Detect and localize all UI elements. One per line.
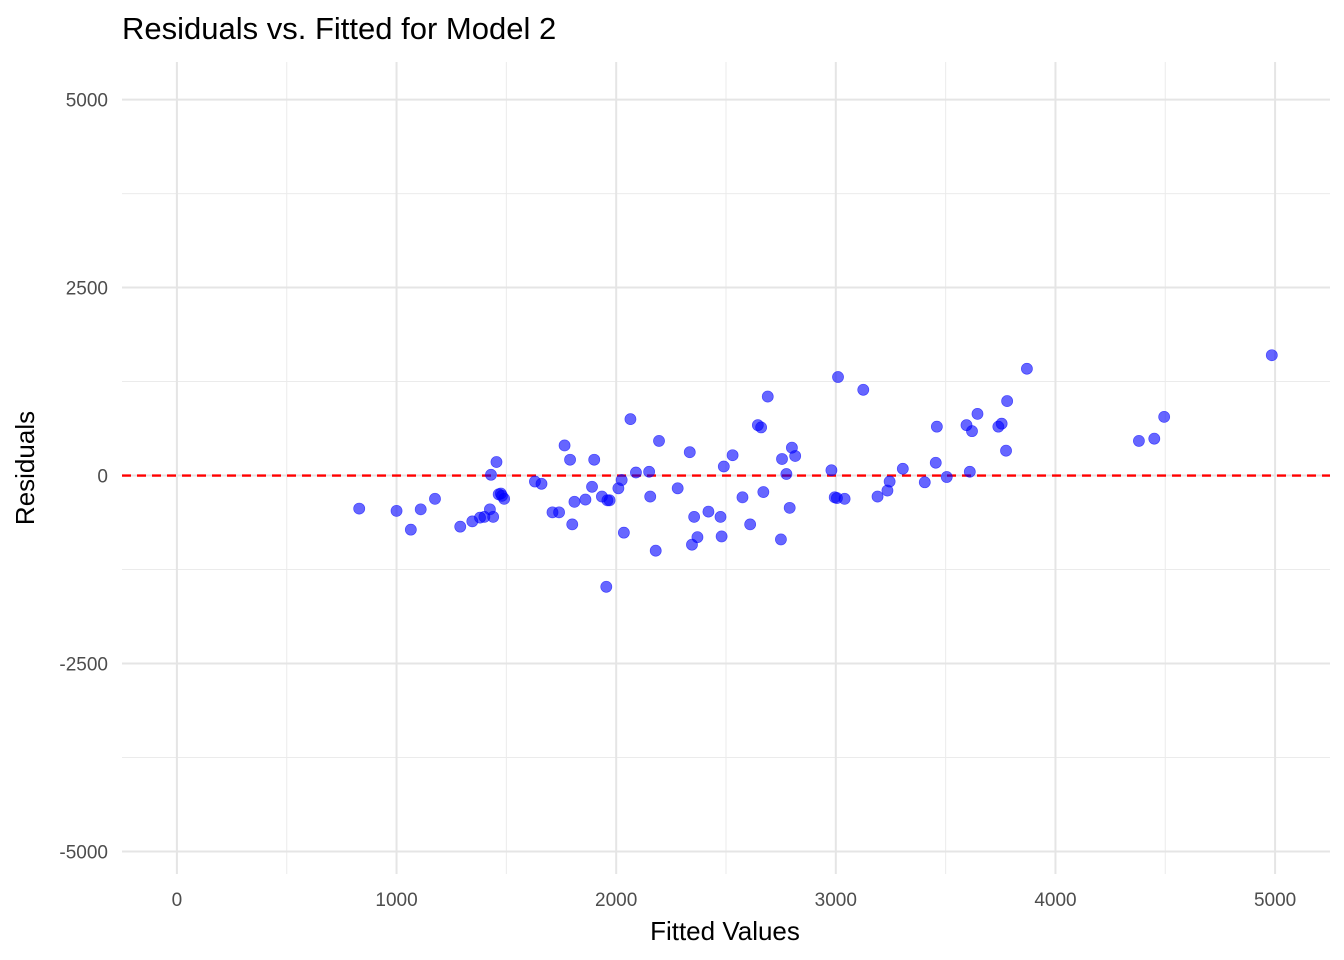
data-point (586, 480, 598, 493)
data-points (353, 349, 1278, 593)
data-point (971, 407, 984, 420)
data-point (832, 371, 844, 383)
data-point (1021, 362, 1033, 375)
data-point (558, 439, 571, 452)
data-point (644, 490, 657, 503)
data-point (783, 501, 796, 514)
y-axis-title: Residuals (10, 411, 40, 525)
data-point (553, 506, 565, 519)
data-point (736, 491, 749, 504)
data-point (624, 413, 637, 426)
data-point (485, 468, 497, 481)
data-point (825, 464, 838, 477)
data-point (404, 523, 417, 536)
y-tick-label: 2500 (66, 279, 108, 300)
data-point (776, 453, 788, 465)
data-point (1148, 432, 1161, 445)
x-axis-tick-labels: 0 1000 2000 3000 4000 5000 (172, 890, 1297, 911)
data-point (714, 510, 727, 523)
data-point (615, 474, 628, 486)
data-point (755, 421, 768, 434)
data-point (688, 510, 701, 523)
data-point (683, 446, 696, 459)
data-point (838, 492, 851, 505)
data-point (1001, 395, 1014, 407)
data-point (671, 482, 684, 495)
data-point (757, 486, 770, 498)
x-tick-label: 5000 (1254, 890, 1296, 911)
data-point (789, 450, 802, 462)
data-point (603, 494, 616, 507)
data-point (1133, 435, 1145, 447)
data-point (896, 462, 909, 475)
data-point (780, 468, 793, 480)
data-point (649, 544, 662, 557)
data-point (564, 453, 576, 466)
y-tick-label: -2500 (59, 654, 108, 675)
x-tick-label: 0 (172, 890, 183, 911)
data-point (535, 477, 548, 490)
data-point (568, 495, 581, 508)
data-point (617, 526, 630, 539)
data-point (566, 518, 579, 531)
y-axis-tick-labels: -5000 -2500 0 2500 5000 (59, 91, 108, 864)
data-point (761, 390, 774, 403)
data-point (353, 502, 366, 515)
data-point (726, 449, 739, 462)
data-point (871, 490, 884, 503)
y-tick-label: 5000 (66, 91, 108, 112)
x-tick-label: 2000 (595, 890, 637, 911)
data-point (487, 510, 500, 523)
data-point (691, 531, 704, 544)
data-point (918, 476, 931, 489)
data-point (1000, 444, 1012, 457)
data-point (929, 456, 942, 469)
data-point (630, 466, 642, 479)
data-point (653, 435, 665, 447)
data-point (490, 456, 503, 468)
data-point (390, 504, 403, 517)
minor-gridlines (122, 62, 1330, 874)
y-tick-label: 0 (97, 467, 108, 488)
data-point (429, 492, 441, 505)
data-point (454, 520, 467, 533)
x-tick-label: 1000 (375, 890, 417, 911)
data-point (579, 493, 592, 506)
chart-title: Residuals vs. Fitted for Model 2 (122, 11, 556, 46)
data-point (715, 530, 728, 543)
x-tick-label: 3000 (815, 890, 857, 911)
data-point (498, 492, 511, 505)
data-point (600, 580, 613, 593)
data-point (1158, 410, 1171, 423)
data-point (883, 475, 896, 488)
data-point (588, 453, 601, 466)
y-tick-label: -5000 (59, 842, 108, 863)
data-point (744, 518, 757, 531)
data-point (963, 465, 976, 478)
data-point (643, 465, 656, 478)
data-point (414, 503, 427, 516)
data-point (857, 383, 870, 396)
x-axis-title: Fitted Values (650, 916, 800, 946)
data-point (995, 417, 1008, 430)
data-point (702, 505, 715, 518)
data-point (717, 460, 730, 473)
data-point (940, 471, 953, 483)
data-point (1265, 349, 1278, 362)
x-tick-label: 4000 (1034, 890, 1076, 911)
data-point (775, 533, 787, 546)
data-point (966, 425, 978, 438)
data-point (930, 420, 943, 433)
